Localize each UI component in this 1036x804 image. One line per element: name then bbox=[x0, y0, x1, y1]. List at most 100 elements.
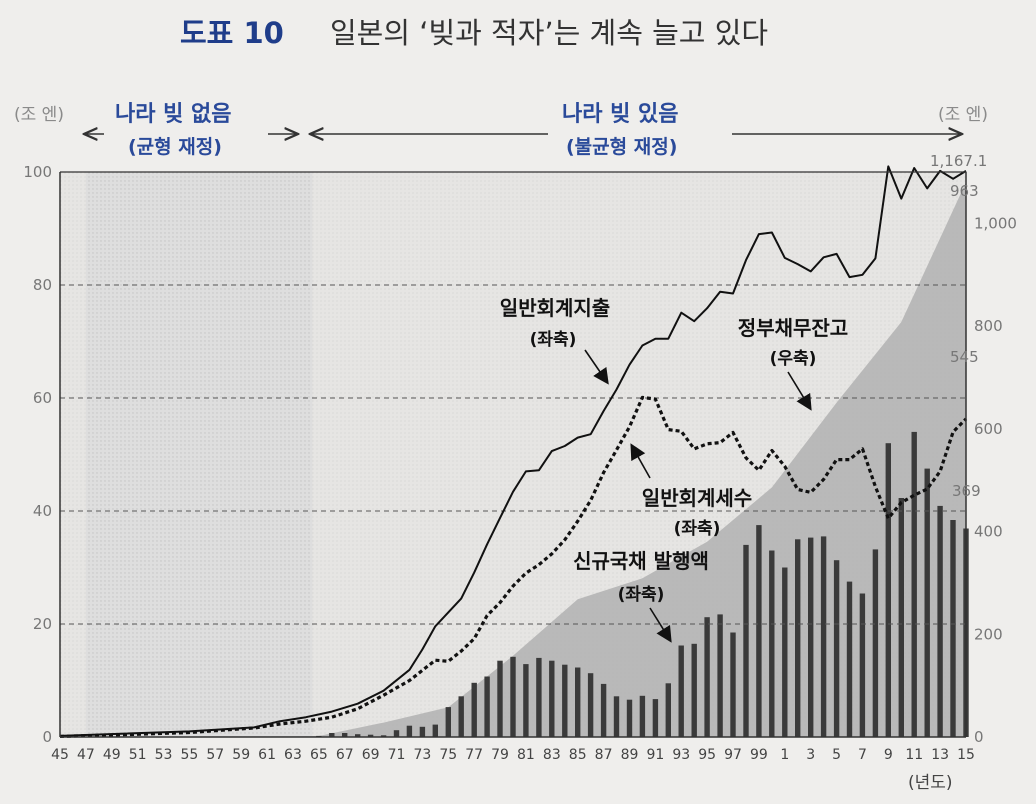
bond-issuance-bar bbox=[743, 544, 749, 737]
x-tick-label: 87 bbox=[595, 747, 613, 763]
bond-issuance-bar bbox=[432, 724, 438, 737]
bond-issuance-bar bbox=[769, 550, 775, 737]
bond-issuance-bar bbox=[950, 520, 956, 737]
series-tax-revenue-line bbox=[59, 395, 968, 738]
x-axis-unit: (년도) bbox=[908, 773, 953, 793]
x-tick-label: 73 bbox=[413, 747, 431, 763]
bond-issuance-bar bbox=[911, 431, 917, 737]
bond-issuance-bar bbox=[458, 696, 464, 737]
series-label-expenditure: 일반회계지출 bbox=[500, 296, 610, 320]
bond-issuance-bar bbox=[820, 536, 827, 737]
bond-issuance-bar bbox=[380, 735, 387, 737]
value-annotation: 369 bbox=[952, 482, 981, 500]
x-tick-label: 55 bbox=[181, 747, 199, 763]
bond-issuance-bar bbox=[329, 733, 335, 737]
figure-number: 도표 10 bbox=[180, 16, 284, 50]
series-axisnote-expenditure: (좌축) bbox=[530, 330, 577, 350]
right-tick-label: 400 bbox=[974, 523, 1003, 541]
x-tick-label: 69 bbox=[362, 747, 380, 763]
bond-issuance-bar bbox=[393, 730, 400, 737]
right-tick-label: 1,000 bbox=[974, 214, 1017, 232]
x-tick-label: 67 bbox=[336, 747, 354, 763]
x-tick-label: 81 bbox=[517, 747, 535, 763]
bond-issuance-bar bbox=[600, 683, 607, 737]
bond-issuance-bar bbox=[549, 660, 555, 737]
bond-issuance-bar bbox=[678, 645, 684, 737]
no-debt-period-band bbox=[85, 172, 313, 737]
series-axisnote-tax: (좌축) bbox=[674, 519, 721, 539]
value-annotation: 963 bbox=[950, 182, 979, 200]
period-no-debt-sublabel: (균형 재정) bbox=[128, 136, 222, 158]
bond-issuance-bar bbox=[523, 664, 529, 737]
x-tick-label: 93 bbox=[672, 747, 690, 763]
left-tick-label: 20 bbox=[33, 615, 52, 633]
bond-issuance-bar bbox=[665, 683, 671, 737]
bond-issuance-bar bbox=[484, 676, 490, 737]
bond-issuance-bar bbox=[846, 581, 853, 737]
x-tick-label: 79 bbox=[491, 747, 509, 763]
period-no-debt-label: 나라 빚 없음 bbox=[115, 102, 232, 127]
bond-issuance-bar bbox=[937, 505, 943, 737]
bond-issuance-bar bbox=[859, 593, 866, 737]
bond-issuance-bar bbox=[795, 539, 801, 738]
x-tick-label: 9 bbox=[884, 747, 893, 763]
x-tick-label: 3 bbox=[806, 747, 815, 763]
x-tick-label: 11 bbox=[905, 747, 923, 763]
series-label-bonds: 신규국채 발행액 bbox=[573, 549, 709, 573]
bond-issuance-bar bbox=[367, 734, 374, 737]
period-debt-sublabel: (불균형 재정) bbox=[566, 136, 678, 158]
pointer-arrow-icon bbox=[787, 371, 812, 411]
right-tick-label: 600 bbox=[974, 420, 1003, 438]
left-tick-label: 40 bbox=[33, 502, 52, 520]
x-tick-label: 61 bbox=[258, 747, 276, 763]
x-tick-label: 57 bbox=[206, 747, 224, 763]
x-tick-label: 15 bbox=[957, 747, 975, 763]
bond-issuance-bar bbox=[924, 468, 930, 737]
bond-issuance-bar bbox=[575, 667, 581, 737]
x-tick-label: 1 bbox=[780, 747, 789, 763]
right-tick-label: 200 bbox=[974, 625, 1003, 643]
bond-issuance-bar bbox=[536, 657, 542, 737]
right-tick-label: 800 bbox=[974, 317, 1003, 335]
pointer-arrow-icon bbox=[630, 443, 651, 479]
x-tick-label: 5 bbox=[832, 747, 841, 763]
bond-issuance-bar bbox=[406, 725, 413, 737]
x-tick-label: 49 bbox=[103, 747, 121, 763]
pointer-arrow-icon bbox=[584, 349, 609, 385]
series-debt-area bbox=[60, 182, 966, 738]
x-tick-label: 99 bbox=[750, 747, 768, 763]
x-tick-label: 85 bbox=[569, 747, 587, 763]
left-tick-label: 100 bbox=[23, 163, 52, 181]
x-tick-label: 45 bbox=[51, 747, 69, 763]
bond-issuance-bar bbox=[626, 699, 633, 737]
bond-issuance-bar bbox=[717, 614, 723, 737]
series-axisnote-bonds: (좌축) bbox=[618, 585, 665, 605]
value-annotation: 1,167.1 bbox=[930, 152, 987, 170]
x-tick-label: 89 bbox=[621, 747, 639, 763]
bond-issuance-bar bbox=[562, 664, 568, 737]
bond-issuance-bar bbox=[355, 734, 361, 737]
bond-issuance-bar bbox=[782, 567, 788, 737]
left-tick-label: 60 bbox=[33, 389, 52, 407]
bond-issuance-bar bbox=[471, 682, 477, 737]
series-expenditure-line bbox=[59, 165, 967, 737]
x-tick-label: 71 bbox=[388, 747, 406, 763]
x-tick-label: 77 bbox=[465, 747, 483, 763]
left-axis-unit: (조 엔) bbox=[14, 105, 64, 125]
bond-issuance-bar bbox=[419, 726, 426, 737]
x-tick-label: 91 bbox=[646, 747, 664, 763]
bond-issuance-bar bbox=[833, 560, 840, 737]
left-tick-label: 0 bbox=[42, 728, 52, 746]
x-tick-label: 95 bbox=[698, 747, 716, 763]
x-tick-label: 83 bbox=[543, 747, 561, 763]
series-label-tax: 일반회계세수 bbox=[642, 486, 752, 510]
x-tick-label: 7 bbox=[858, 747, 867, 763]
x-tick-label: 75 bbox=[439, 747, 457, 763]
period-debt-label: 나라 빚 있음 bbox=[562, 102, 679, 127]
x-tick-label: 13 bbox=[931, 747, 949, 763]
bond-issuance-bar bbox=[613, 696, 620, 737]
x-tick-label: 97 bbox=[724, 747, 742, 763]
series-label-debt: 정부채무잔고 bbox=[738, 316, 848, 340]
right-axis-unit: (조 엔) bbox=[938, 105, 988, 125]
